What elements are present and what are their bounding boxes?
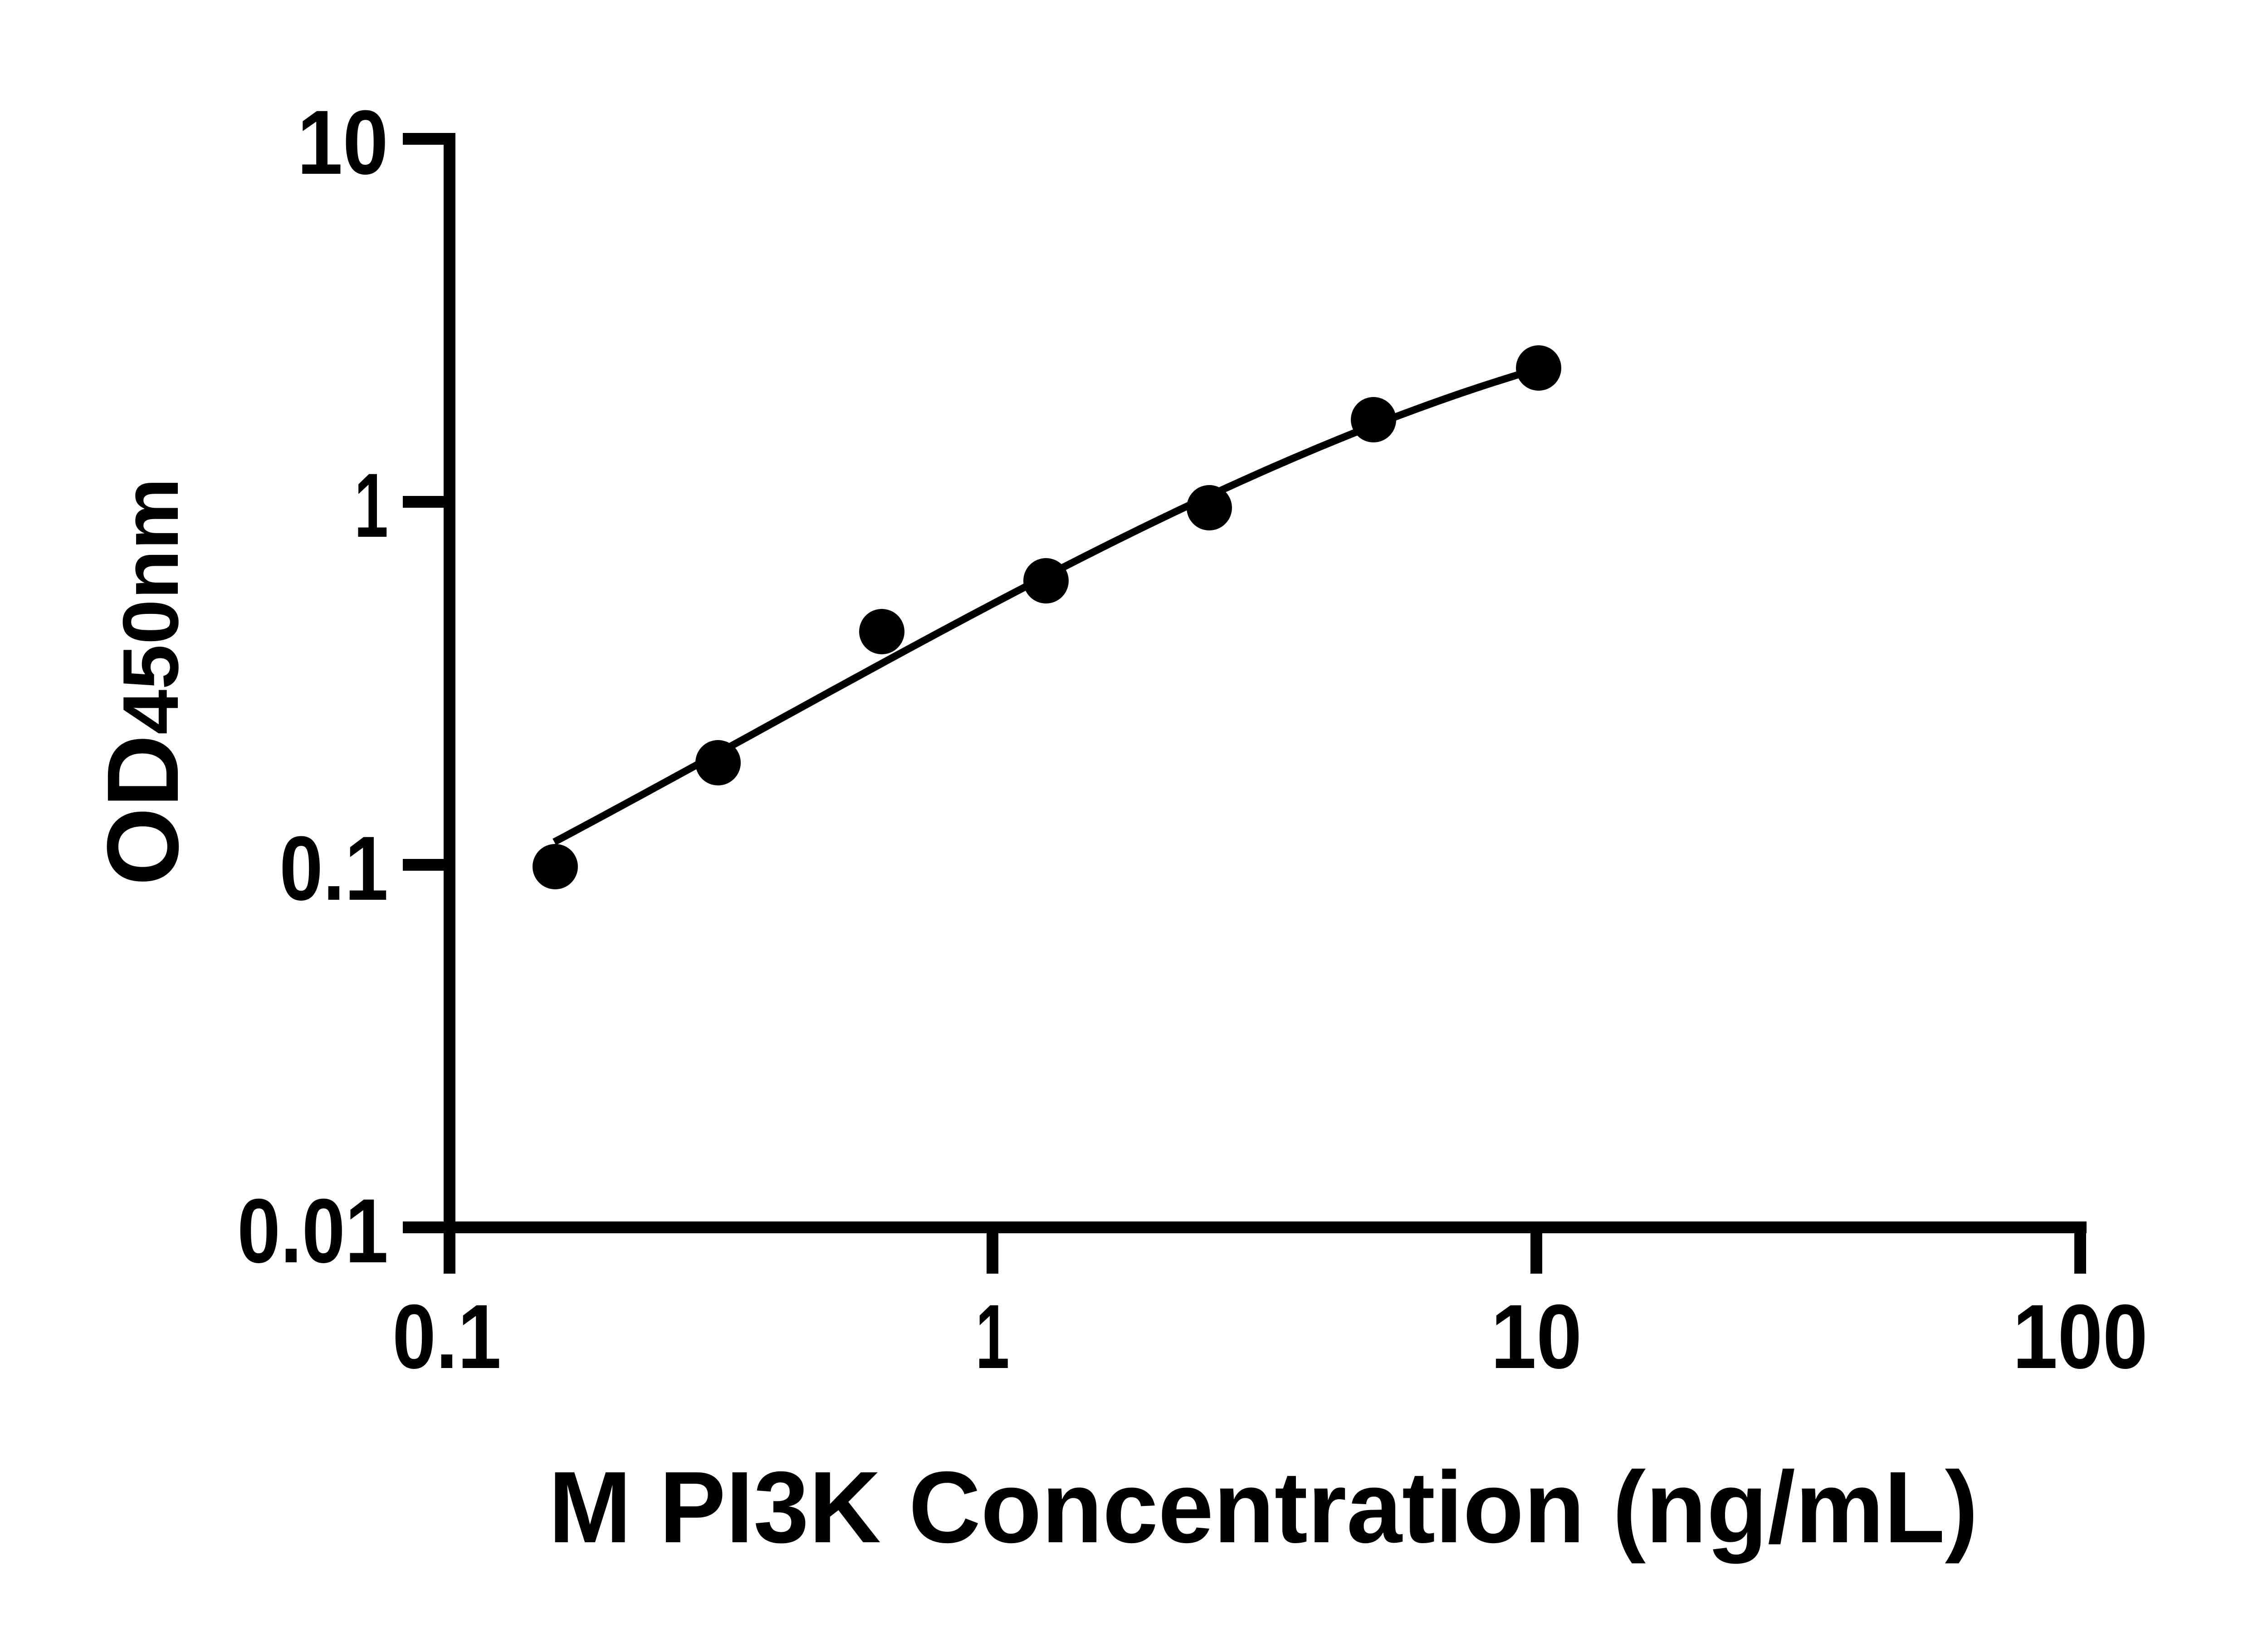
svg-text:100: 100 (2013, 1285, 2148, 1388)
svg-text:0.01: 0.01 (237, 1180, 388, 1282)
svg-text:M PI3K Concentration (ng/mL): M PI3K Concentration (ng/mL) (548, 1451, 1978, 1564)
svg-text:1: 1 (354, 454, 388, 556)
svg-text:OD450nm: OD450nm (86, 478, 200, 886)
svg-text:0.1: 0.1 (279, 817, 388, 919)
svg-text:1: 1 (976, 1285, 1010, 1388)
svg-text:10: 10 (297, 91, 388, 193)
svg-text:0.1: 0.1 (392, 1285, 501, 1388)
svg-text:10: 10 (1491, 1285, 1582, 1388)
